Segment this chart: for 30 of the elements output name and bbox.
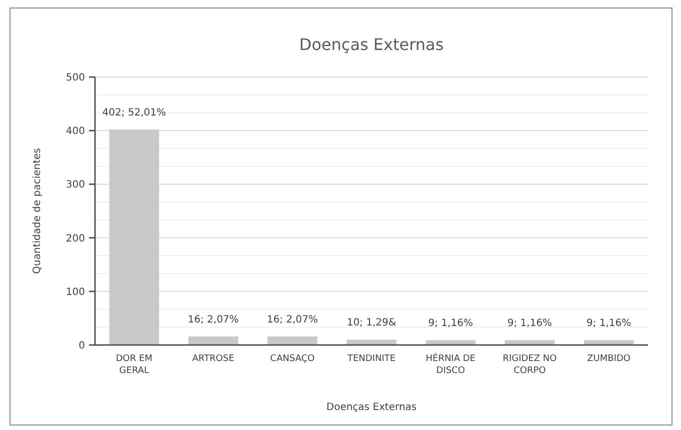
x-tick-label: TENDINITE xyxy=(346,354,396,364)
x-tick-label: HÉRNIA DE DISCO xyxy=(426,352,476,376)
x-axis-title: Doenças Externas xyxy=(326,402,417,413)
bar xyxy=(267,336,318,345)
bar xyxy=(584,340,634,345)
x-tick-label: ZUMBIDO xyxy=(587,354,631,364)
chart-title: Doenças Externas xyxy=(299,35,444,54)
data-label: 10; 1,29& xyxy=(346,318,396,329)
y-axis-title: Quantidade de pacientes xyxy=(32,148,43,274)
x-tick-label: RIGIDEZ NO CORPO xyxy=(502,354,557,376)
y-tick-label: 300 xyxy=(66,180,85,191)
data-label: 16; 2,07% xyxy=(266,314,318,326)
x-tick-label: DOR EM GERAL xyxy=(116,354,152,376)
data-label: 9; 1,16% xyxy=(586,318,632,330)
data-label: 9; 1,16% xyxy=(428,318,473,330)
y-tick-label: 500 xyxy=(66,72,85,84)
y-tick-label: 400 xyxy=(66,126,85,138)
bar xyxy=(504,340,555,345)
data-label: 16; 2,07% xyxy=(188,314,239,326)
bar xyxy=(426,340,476,345)
x-tick-label: CANSAÇO xyxy=(270,354,315,364)
bar xyxy=(188,336,238,345)
y-tick-label: 100 xyxy=(66,286,85,298)
bar xyxy=(109,130,160,345)
y-tick-label: 0 xyxy=(78,340,85,352)
data-label: 402; 52,01% xyxy=(102,108,166,119)
data-label: 9; 1,16% xyxy=(507,318,552,330)
x-tick-label: ARTROSE xyxy=(192,354,235,364)
y-tick-label: 200 xyxy=(66,233,85,244)
bar xyxy=(346,340,396,345)
